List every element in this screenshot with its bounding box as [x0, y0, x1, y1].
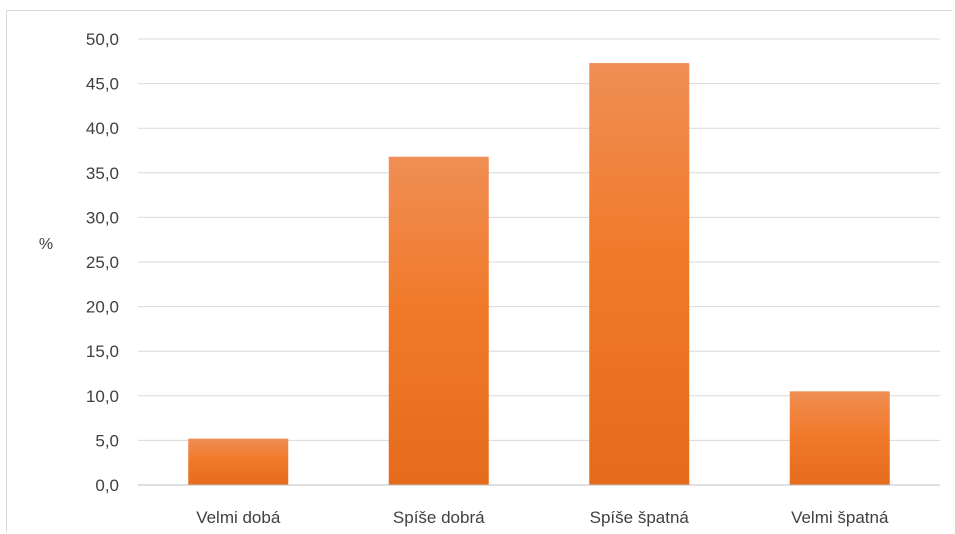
x-tick-label: Spíše dobrá	[393, 508, 485, 527]
bar	[188, 438, 289, 485]
y-tick-label: 35,0	[86, 164, 119, 183]
x-tick-label: Velmi špatná	[791, 508, 889, 527]
x-tick-label: Velmi dobá	[196, 508, 281, 527]
x-axis-category-labels: Velmi dobá Spíše dobrá Spíše špatná Velmi š…	[196, 508, 889, 527]
y-tick-label: 10,0	[86, 387, 119, 406]
y-tick-label: 5,0	[95, 431, 119, 450]
y-tick-label: 0,0	[95, 476, 119, 495]
bar	[388, 156, 489, 485]
bar	[589, 63, 690, 486]
y-tick-label: 15,0	[86, 342, 119, 361]
y-tick-label: 50,0	[86, 30, 119, 49]
bars	[188, 63, 890, 486]
x-tick-label: Spíše špatná	[590, 508, 690, 527]
chart-frame	[6, 10, 952, 532]
y-axis-tick-labels: 0,0 5,0 10,0 15,0 20,0 25,0 30,0 35,0 40,0 45,0 50…	[86, 30, 119, 495]
y-tick-label: 25,0	[86, 253, 119, 272]
y-axis-title: %	[39, 236, 53, 253]
y-tick-label: 30,0	[86, 208, 119, 227]
y-tick-label: 45,0	[86, 75, 119, 94]
y-tick-label: 20,0	[86, 298, 119, 317]
y-tick-label: 40,0	[86, 119, 119, 138]
bar	[789, 391, 890, 485]
gridlines	[138, 38, 940, 441]
